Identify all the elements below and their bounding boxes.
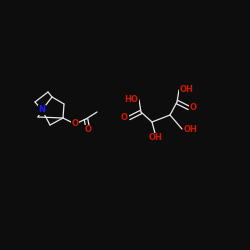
- Text: N: N: [38, 106, 46, 114]
- Text: O: O: [72, 120, 78, 128]
- Text: O: O: [84, 126, 91, 134]
- Text: OH: OH: [180, 86, 194, 94]
- Text: O: O: [121, 114, 128, 122]
- Text: OH: OH: [184, 124, 198, 134]
- Text: HO: HO: [124, 96, 138, 104]
- Text: OH: OH: [149, 134, 163, 142]
- Text: O: O: [190, 104, 197, 112]
